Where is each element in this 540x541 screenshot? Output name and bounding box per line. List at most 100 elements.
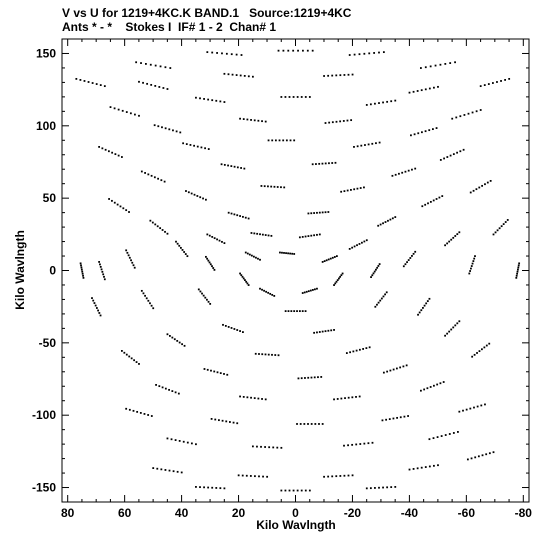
uv-point [327, 211, 330, 213]
uv-point [203, 98, 205, 100]
uv-point [424, 66, 427, 69]
uv-point [424, 130, 427, 133]
uv-point [242, 118, 245, 120]
uv-point [351, 396, 354, 399]
uv-point [164, 127, 167, 130]
uv-point [458, 410, 461, 413]
uv-point [232, 421, 235, 424]
uv-point [371, 441, 374, 444]
uv-point [82, 276, 85, 279]
uv-point [364, 144, 366, 146]
uv-point [158, 86, 161, 88]
uv-point [178, 341, 181, 344]
uv-point [293, 310, 296, 313]
uv-point [439, 63, 442, 66]
uv-point [237, 474, 240, 477]
uv-point [433, 464, 435, 467]
uv-point [247, 217, 250, 220]
uv-point [135, 361, 138, 363]
uv-point [169, 335, 171, 337]
uv-point [296, 489, 299, 492]
uv-point [270, 185, 273, 188]
uv-point [176, 242, 179, 245]
uv-point [428, 465, 431, 468]
uv-point [280, 446, 283, 449]
uv-point [416, 90, 419, 92]
uv-point [98, 261, 101, 263]
uv-point [250, 396, 252, 399]
plot-frame [61, 38, 530, 503]
uv-point [463, 114, 466, 116]
uv-point [255, 256, 257, 259]
uv-point [207, 259, 210, 262]
uv-point [253, 255, 255, 258]
uv-point [206, 298, 208, 301]
uv-point [494, 231, 497, 234]
uv-point [408, 91, 411, 94]
uv-point [233, 165, 236, 168]
uv-point [395, 367, 398, 370]
uv-point [260, 185, 263, 187]
uv-point [339, 74, 342, 77]
uv-point [424, 203, 427, 206]
uv-point [374, 305, 377, 308]
uv-point [139, 412, 142, 414]
uv-point [166, 333, 169, 336]
uv-point [338, 277, 340, 280]
uv-point [392, 417, 395, 420]
uv-point [384, 293, 386, 296]
uv-point [399, 416, 402, 419]
uv-point [456, 151, 458, 154]
uv-point [300, 489, 303, 492]
uv-point [391, 217, 394, 220]
uv-point [253, 232, 256, 235]
uv-point [171, 390, 174, 393]
uv-point [273, 185, 276, 188]
uv-point [205, 255, 207, 258]
uv-point [159, 65, 162, 68]
uv-point [214, 418, 217, 421]
uv-point [131, 261, 134, 264]
uv-point [149, 63, 152, 66]
uv-point [181, 249, 184, 251]
uv-point [358, 348, 361, 351]
uv-point [458, 320, 461, 323]
uv-point [235, 74, 238, 76]
uv-point [206, 257, 209, 260]
uv-point [349, 351, 352, 354]
uv-point [477, 455, 480, 458]
uv-point [205, 198, 207, 201]
uv-point [327, 329, 330, 332]
uv-point [411, 255, 413, 257]
uv-point [368, 346, 371, 349]
axis-ticks: 80 60 40 20 0 -20 -40 -60 -80 150 100 50 0 -50 -100 -15… [32, 39, 532, 520]
uv-point [452, 326, 455, 329]
uv-point [298, 236, 301, 239]
uv-point [281, 251, 283, 254]
uv-point [351, 474, 354, 477]
uv-point [241, 275, 244, 278]
uv-point [257, 397, 260, 400]
uv-point [452, 432, 455, 434]
uv-point [438, 196, 441, 199]
uv-point [108, 198, 110, 200]
uv-point [454, 324, 457, 327]
uv-point [308, 489, 311, 492]
uv-point [496, 81, 498, 83]
x-tick-label: 60 [118, 506, 132, 520]
uv-point [218, 239, 221, 242]
uv-point [99, 84, 102, 86]
uv-point [211, 99, 214, 102]
uv-point [210, 418, 213, 420]
uv-point [423, 388, 426, 391]
uv-point [399, 366, 402, 369]
uv-point [269, 292, 272, 295]
uv-point [193, 144, 196, 147]
uv-point [320, 376, 323, 378]
uv-point [368, 52, 371, 55]
uv-point [369, 103, 372, 106]
uv-point [170, 438, 173, 441]
uv-point [470, 457, 473, 460]
uv-point [307, 290, 310, 293]
uv-point [132, 264, 135, 267]
